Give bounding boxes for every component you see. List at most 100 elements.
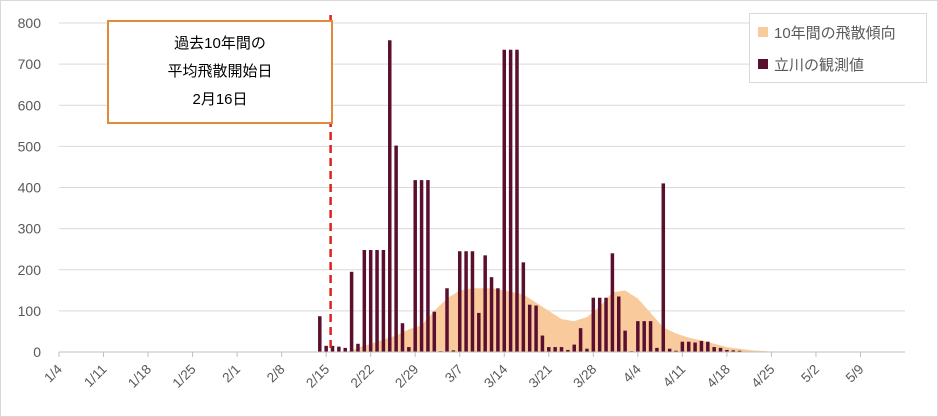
x-tick-label: 2/1 (219, 362, 243, 386)
observed-bar (343, 347, 347, 352)
observed-bar (578, 328, 583, 352)
observed-bar (527, 304, 532, 352)
y-tick-label: 700 (18, 56, 42, 72)
observed-bar (553, 347, 557, 352)
observed-bar (407, 347, 411, 352)
observed-bar (496, 288, 500, 352)
legend-swatch-trend (758, 27, 768, 37)
observed-bar (534, 305, 538, 352)
y-tick-label: 100 (18, 303, 42, 319)
observed-bar (655, 347, 659, 352)
observed-bar (349, 271, 354, 352)
observed-bar (572, 344, 576, 352)
observed-bar (667, 348, 672, 352)
legend: 10年間の飛散傾向 立川の観測値 (749, 13, 927, 83)
observed-bar (617, 296, 621, 352)
observed-bar (610, 253, 615, 352)
observed-bar (648, 321, 653, 352)
x-tick-label: 2/8 (264, 362, 288, 386)
legend-label-trend: 10年間の飛散傾向 (774, 24, 896, 42)
observed-bar (731, 350, 736, 352)
observed-bar (693, 342, 697, 352)
x-tick-label: 1/18 (125, 362, 154, 391)
observed-bar (368, 250, 373, 352)
x-tick-label: 3/7 (442, 362, 466, 386)
observed-bar (330, 345, 335, 352)
x-tick-label: 1/4 (41, 361, 65, 385)
y-tick-label: 600 (18, 97, 42, 113)
observed-bar (426, 180, 430, 352)
observed-bar (324, 345, 328, 352)
observed-bar (356, 343, 360, 352)
observed-bar (375, 250, 379, 352)
observed-bar (318, 316, 322, 352)
observed-bar (712, 347, 716, 352)
y-tick-label: 0 (33, 344, 41, 360)
observed-bar (674, 350, 678, 352)
legend-swatch-observed (758, 59, 768, 69)
y-tick-label: 400 (18, 180, 42, 196)
x-tick-label: 5/9 (843, 362, 867, 386)
observed-bar (718, 347, 723, 352)
legend-label-observed: 立川の観測値 (774, 56, 865, 74)
x-tick-label: 2/22 (348, 362, 377, 391)
observed-bar (597, 297, 602, 352)
observed-bar (381, 250, 386, 352)
observed-bar (642, 321, 646, 352)
observed-bar (508, 49, 513, 352)
legend-item-observed: 立川の観測値 (758, 53, 864, 75)
x-tick-label: 5/2 (798, 362, 822, 386)
x-tick-label: 2/29 (392, 362, 421, 391)
annotation-line-1: 過去10年間の (174, 35, 266, 52)
x-tick-label: 4/18 (704, 362, 733, 391)
annotation-line-3: 2月16日 (192, 91, 248, 108)
y-tick-label: 800 (18, 15, 42, 31)
observed-bar (706, 341, 710, 352)
observed-bar (432, 311, 437, 352)
observed-bar (445, 288, 449, 352)
y-tick-label: 500 (18, 138, 42, 154)
x-tick-label: 1/11 (81, 362, 109, 390)
observed-bar (477, 312, 481, 352)
trend-area (345, 288, 778, 352)
x-tick-label: 4/11 (660, 362, 688, 390)
observed-bar (604, 297, 608, 352)
observed-bar-layer (318, 40, 742, 353)
observed-bar (394, 145, 398, 352)
observed-bar (515, 49, 519, 352)
observed-bar (362, 250, 367, 352)
start-date-annotation: 過去10年間の 平均飛散開始日 2月16日 (107, 20, 333, 124)
observed-bar (457, 251, 462, 352)
observed-bar (337, 346, 341, 352)
x-tick-label: 3/14 (481, 361, 511, 391)
observed-bar (725, 349, 729, 352)
observed-bar (470, 251, 475, 352)
observed-bar (636, 321, 640, 352)
x-tick-label: 3/28 (570, 362, 599, 391)
observed-bar (547, 347, 551, 352)
observed-bar (591, 297, 596, 352)
observed-bar (559, 347, 564, 352)
observed-bar (388, 40, 392, 353)
trend-area-layer (345, 288, 778, 352)
x-tick-label: 2/15 (303, 362, 332, 391)
observed-bar (566, 349, 570, 352)
x-tick-label: 4/4 (620, 361, 644, 385)
x-tick-label: 3/21 (526, 362, 555, 391)
observed-bar (699, 340, 704, 352)
observed-bar (502, 49, 507, 352)
y-tick-label: 200 (18, 262, 42, 278)
observed-bar (680, 341, 685, 352)
observed-bar (737, 350, 742, 352)
observed-bar (489, 277, 494, 352)
observed-bar (413, 180, 417, 352)
x-tick-label: 1/25 (170, 362, 199, 391)
observed-bar (686, 341, 691, 352)
observed-bar (661, 183, 666, 352)
observed-bar (585, 348, 589, 352)
observed-bar (464, 251, 468, 352)
annotation-line-2: 平均飛散開始日 (167, 63, 273, 80)
observed-bar (623, 330, 627, 352)
observed-bar (419, 180, 424, 352)
